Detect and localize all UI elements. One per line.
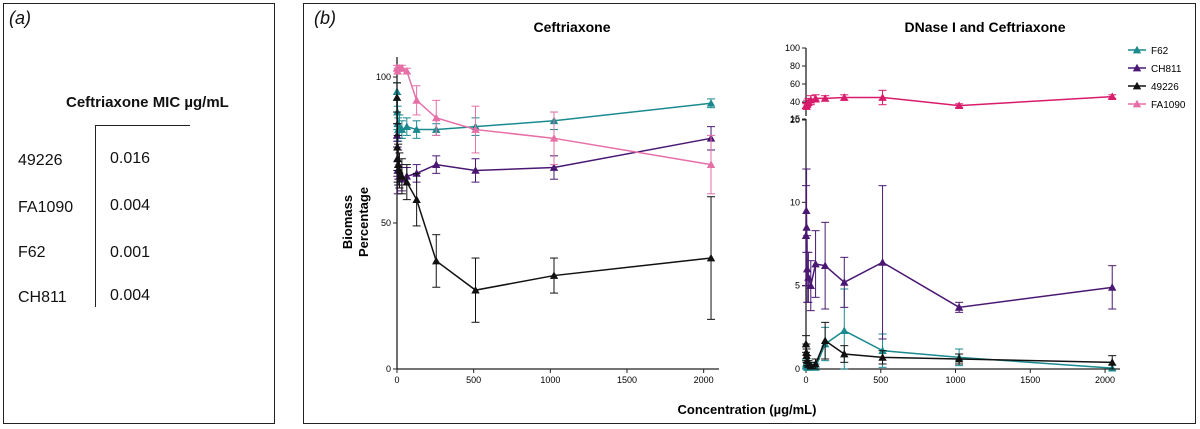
mic-table-header: Ceftriaxone MIC µg/mL	[66, 94, 229, 111]
data-point-fa1090	[811, 94, 820, 102]
data-point-f62	[706, 99, 716, 107]
data-point-ch811	[954, 303, 964, 311]
panel-a-label: (a)	[9, 8, 31, 28]
chart-title-dnase: DNase I and Ceftriaxone	[904, 19, 1065, 35]
y-tick-label: 10	[790, 197, 800, 207]
data-point-fa1090	[1108, 92, 1117, 100]
data-point-ch811	[432, 160, 441, 168]
x-axis-label: Concentration (µg/mL)	[678, 402, 817, 417]
panel-b-label: (b)	[314, 8, 336, 28]
y-tick-label: 0	[795, 364, 800, 374]
data-point-ch811	[802, 223, 811, 231]
x-tick-label: 0	[394, 375, 399, 385]
data-point-fa1090	[840, 93, 849, 101]
y-tick-label: 100	[785, 43, 800, 53]
mic-value: 0.004	[110, 287, 151, 304]
y-tick-label: 5	[795, 281, 800, 291]
data-point-49226	[412, 195, 421, 203]
data-point-ch811	[1108, 283, 1117, 291]
data-point-49226	[878, 353, 887, 361]
x-tick-label: 1000	[946, 375, 966, 385]
strain-label: 49226	[18, 152, 63, 169]
series-line-ch811	[805, 210, 1113, 309]
legend-label: F62	[1151, 46, 1169, 57]
y-tick-label: 40	[790, 97, 800, 107]
data-point-ch811	[878, 258, 887, 266]
data-point-ch811	[840, 278, 849, 286]
y-tick-label: 100	[376, 72, 391, 82]
data-point-fa1090	[471, 125, 480, 133]
legend-label: CH811	[1151, 64, 1182, 75]
y-tick-label: 80	[790, 61, 800, 71]
data-point-f62	[397, 125, 407, 133]
data-point-ch811	[811, 259, 820, 268]
legend-marker	[1132, 99, 1142, 108]
x-tick-label: 1500	[617, 375, 637, 385]
legend-label: 49226	[1151, 82, 1179, 93]
table-header-rule	[95, 125, 190, 127]
x-tick-label: 1500	[1020, 375, 1040, 385]
data-point-f62	[840, 326, 849, 335]
y-axis-label-line2: Percentage	[356, 187, 371, 257]
mic-value: 0.001	[110, 244, 151, 261]
x-tick-label: 2000	[694, 375, 714, 385]
legend-marker	[1132, 63, 1142, 72]
data-point-49226	[397, 172, 407, 180]
legend-marker	[1132, 45, 1142, 54]
data-point-ch811	[820, 261, 830, 270]
data-point-fa1090	[878, 93, 887, 101]
strain-label: CH811	[18, 289, 67, 306]
data-point-ch811	[802, 264, 812, 273]
x-tick-label: 2000	[1095, 375, 1115, 385]
strain-label: F62	[18, 244, 46, 261]
data-point-ch811	[806, 281, 815, 290]
x-tick-label: 500	[466, 375, 481, 385]
y-tick-label: 0	[386, 364, 391, 374]
mic-value: 0.016	[110, 150, 151, 167]
legend-marker	[1132, 81, 1142, 90]
data-point-fa1090	[820, 94, 830, 102]
strain-label: FA1090	[18, 199, 74, 216]
data-point-fa1090	[412, 96, 421, 104]
x-tick-label: 1000	[540, 375, 560, 385]
panel-a: (a) Ceftriaxone MIC µg/mL 49226 0.016 FA…	[3, 3, 275, 424]
x-tick-label: 0	[803, 375, 808, 385]
y-tick-label: 15	[790, 114, 800, 124]
data-point-49226	[840, 349, 849, 358]
y-tick-label: 50	[381, 218, 391, 228]
mic-value: 0.004	[110, 197, 151, 214]
data-point-f62	[402, 122, 412, 130]
data-point-49226	[471, 285, 480, 294]
data-point-fa1090	[397, 64, 407, 72]
data-point-ch811	[549, 163, 559, 171]
data-point-49226	[394, 160, 403, 168]
data-point-49226	[549, 271, 559, 279]
data-point-ch811	[471, 166, 480, 174]
data-point-49226	[811, 359, 820, 368]
panel-b: (b)	[303, 3, 1196, 424]
legend-label: FA1090	[1151, 100, 1186, 111]
data-point-49226	[820, 336, 830, 345]
data-point-49226	[432, 256, 441, 265]
data-point-49226	[954, 354, 964, 363]
y-axis-label-line1: Biomass	[340, 195, 355, 249]
data-point-49226	[1108, 358, 1117, 366]
table-divider	[95, 125, 97, 307]
chart-title-ceftriaxone: Ceftriaxone	[533, 19, 610, 35]
y-tick-label: 60	[790, 79, 800, 89]
data-point-fa1090	[954, 101, 964, 109]
data-point-fa1090	[432, 113, 441, 122]
data-point-49226	[392, 93, 402, 101]
data-point-f62	[412, 125, 421, 133]
x-tick-label: 500	[873, 375, 888, 385]
y-tick-label: 20	[790, 115, 800, 125]
data-point-fa1090	[402, 66, 412, 75]
data-point-fa1090	[706, 160, 716, 168]
data-point-49226	[706, 253, 716, 262]
data-point-fa1090	[549, 134, 559, 142]
data-point-49226	[402, 177, 412, 186]
